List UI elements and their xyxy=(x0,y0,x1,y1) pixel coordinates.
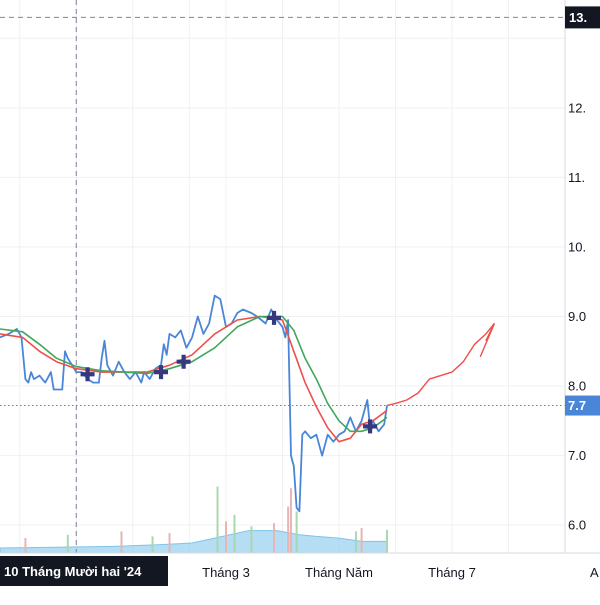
price-tick-label: 8.0 xyxy=(568,379,586,394)
axis-corner-label: A xyxy=(590,565,599,580)
volume-bar xyxy=(386,529,389,553)
series-line-projection xyxy=(386,323,495,407)
volume-bar xyxy=(225,521,227,553)
volume-bar xyxy=(287,506,290,553)
volume-bar xyxy=(295,511,298,553)
volume-bar xyxy=(250,526,253,553)
signal-marker[interactable] xyxy=(363,419,378,434)
current-price-badge xyxy=(565,395,600,416)
price-tick-label: 11. xyxy=(568,170,585,185)
current-price-label: 7.7 xyxy=(568,398,586,413)
volume-pane xyxy=(0,486,389,554)
signal-marker[interactable] xyxy=(267,310,282,325)
volume-bar xyxy=(120,531,123,553)
crosshair-time-label: 10 Tháng Mười hai '24 xyxy=(4,564,142,579)
signal-marker[interactable] xyxy=(154,365,169,380)
time-tick-label: Tháng 7 xyxy=(428,565,476,580)
volume-bar xyxy=(354,531,357,553)
price-tick-label: 12. xyxy=(568,100,586,115)
price-tick-label: 10. xyxy=(568,239,586,254)
crosshair-price-label: 13. xyxy=(569,10,587,25)
volume-bar xyxy=(289,488,292,553)
signal-marker[interactable] xyxy=(176,354,191,369)
series-line-ma-slow xyxy=(0,315,388,433)
signal-marker[interactable] xyxy=(80,367,95,382)
price-axis[interactable]: 12. 11. 10. 9.0 8.0 7.0 6.0 13. 7.7 xyxy=(564,0,600,553)
volume-bar xyxy=(360,528,363,553)
price-tick-label: 7.0 xyxy=(568,448,586,463)
volume-bar xyxy=(233,514,236,553)
volume-bar xyxy=(273,523,276,553)
volume-bar xyxy=(151,536,154,553)
time-axis[interactable]: Tháng 3 Tháng Năm Tháng 7 10 Tháng Mười hai… xyxy=(0,552,600,586)
overlay-layer xyxy=(0,0,565,553)
crosshair-time-badge xyxy=(0,556,168,586)
volume-bar xyxy=(24,538,27,553)
crosshair-price-badge xyxy=(565,6,600,29)
time-tick-label: Tháng 3 xyxy=(202,565,250,580)
series-layer xyxy=(0,294,496,513)
marker-layer xyxy=(80,310,378,434)
volume-bar xyxy=(216,486,219,553)
price-tick-label: 9.0 xyxy=(568,309,586,324)
volume-bar xyxy=(168,533,171,553)
series-line-ma-fast xyxy=(0,315,388,443)
volume-bar xyxy=(66,534,69,553)
projection-arrowhead xyxy=(479,323,496,358)
time-tick-label: Tháng Năm xyxy=(305,565,373,580)
series-line-price xyxy=(0,294,388,513)
price-tick-label: 6.0 xyxy=(568,518,586,533)
